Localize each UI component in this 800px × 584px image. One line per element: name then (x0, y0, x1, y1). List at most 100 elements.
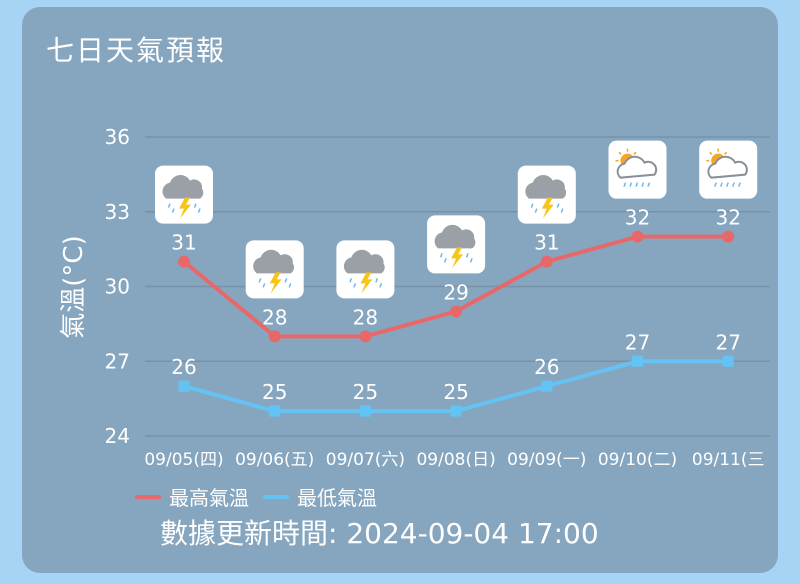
y-tick-label: 30 (105, 275, 130, 299)
x-tick-label: 09/07(六) (326, 450, 405, 470)
rain-drop (193, 203, 197, 208)
rain-drop (353, 283, 357, 288)
lightning-bolt (541, 197, 554, 219)
y-axis-label: 氣溫(°C) (59, 235, 89, 338)
update-time: 數據更新時間: 2024-09-04 17:00 (160, 517, 599, 550)
rain-drop (623, 182, 627, 187)
rain-drop (167, 203, 171, 208)
rain-drop (439, 253, 443, 258)
y-tick-label: 24 (105, 424, 130, 448)
legend-item-low[interactable]: 最低氣溫 (263, 482, 377, 511)
low-temp-point (722, 355, 734, 367)
cloud-shape (525, 175, 567, 199)
rain-drop (258, 278, 262, 283)
rain-drop (349, 278, 353, 283)
high-temp-value: 32 (715, 206, 740, 230)
high-temp-value: 31 (534, 231, 559, 255)
legend-label-high: 最高氣溫 (169, 486, 249, 510)
forecast-card: 七日天氣預報 (22, 7, 778, 573)
thunderstorm-icon (245, 240, 304, 299)
x-tick-label: 09/06(五) (235, 450, 314, 470)
legend-swatch-high (135, 494, 161, 499)
rain-drop (171, 208, 175, 213)
high-temp-value: 28 (262, 305, 287, 329)
rain-drop (629, 182, 633, 187)
low-temp-point (450, 405, 462, 417)
rain-drop (647, 182, 651, 187)
low-temp-point (269, 405, 281, 417)
low-temp-value: 26 (534, 355, 559, 379)
rain-drop (530, 203, 534, 208)
rain-drop (641, 182, 645, 187)
rain-drop (379, 283, 383, 288)
low-temp-point (632, 355, 643, 367)
lightning-bolt (179, 197, 191, 219)
lightning-bolt (269, 272, 282, 294)
low-temp-value: 27 (625, 330, 650, 354)
rain-drop (284, 278, 288, 283)
legend-label-low: 最低氣溫 (297, 486, 377, 510)
rain-drop (635, 182, 639, 187)
rain-drop (262, 283, 266, 288)
x-tick-label: 09/08(日) (416, 450, 495, 470)
rain-drop (725, 182, 729, 187)
cloud-shape (253, 249, 294, 274)
card-title: 七日天氣預報 (46, 34, 227, 67)
rain-drop (375, 278, 379, 283)
low-temp-value: 25 (443, 380, 468, 404)
high-temp-point (359, 330, 372, 343)
rain-drop (443, 258, 447, 263)
lightning-bolt (451, 247, 464, 269)
x-tick-label: 09/09(一) (507, 450, 586, 470)
legend-item-high[interactable]: 最高氣溫 (135, 482, 249, 511)
high-temp-value: 28 (353, 305, 378, 329)
thunderstorm-icon (517, 165, 576, 224)
low-temp-value: 26 (171, 355, 196, 379)
high-temp-point (268, 330, 281, 343)
high-temp-point (540, 255, 553, 268)
y-tick-label: 33 (105, 200, 130, 224)
rain-drop (469, 258, 473, 263)
rain-drop (713, 182, 717, 187)
cloud-shape (162, 175, 204, 199)
rain-drop (719, 182, 723, 187)
cloud-shape (434, 224, 476, 249)
high-temp-value: 31 (171, 231, 196, 255)
high-temp-value: 32 (625, 206, 650, 230)
rain-drop (197, 208, 201, 213)
sun-ray (633, 151, 637, 155)
rain-drop (560, 208, 564, 213)
high-temp-point (178, 255, 190, 268)
rain-drop (556, 203, 560, 208)
cloud-shape (343, 249, 385, 274)
sun-cloud-rain-icon (608, 140, 667, 199)
sun-ray (724, 151, 728, 155)
low-temp-point (178, 380, 190, 392)
legend: 最高氣溫 最低氣溫 (135, 482, 377, 511)
low-temp-point (359, 405, 371, 417)
low-temp-point (541, 380, 553, 392)
lightning-bolt (360, 272, 373, 294)
sun-ray (709, 151, 713, 155)
y-tick-label: 27 (105, 349, 130, 373)
thunderstorm-icon (155, 165, 213, 224)
x-tick-label: 09/05(四) (144, 450, 223, 470)
low-temp-value: 25 (262, 380, 287, 404)
sun-ray (618, 151, 622, 155)
high-temp-point (631, 230, 644, 243)
rain-drop (288, 283, 292, 288)
high-temp-point (450, 305, 463, 318)
low-temp-value: 27 (715, 330, 740, 354)
sun-cloud-rain-icon (699, 140, 758, 199)
rain-drop (731, 182, 735, 187)
x-tick-label: 09/10(二) (598, 450, 677, 470)
high-temp-point (722, 230, 735, 243)
high-temp-value: 29 (443, 280, 468, 304)
thunderstorm-icon (336, 240, 395, 299)
thunderstorm-icon (427, 215, 486, 274)
cloud-shape (616, 155, 658, 179)
cloud-shape (707, 155, 748, 179)
x-tick-label: 09/11(三 (692, 450, 765, 470)
low-temp-value: 25 (353, 380, 378, 404)
